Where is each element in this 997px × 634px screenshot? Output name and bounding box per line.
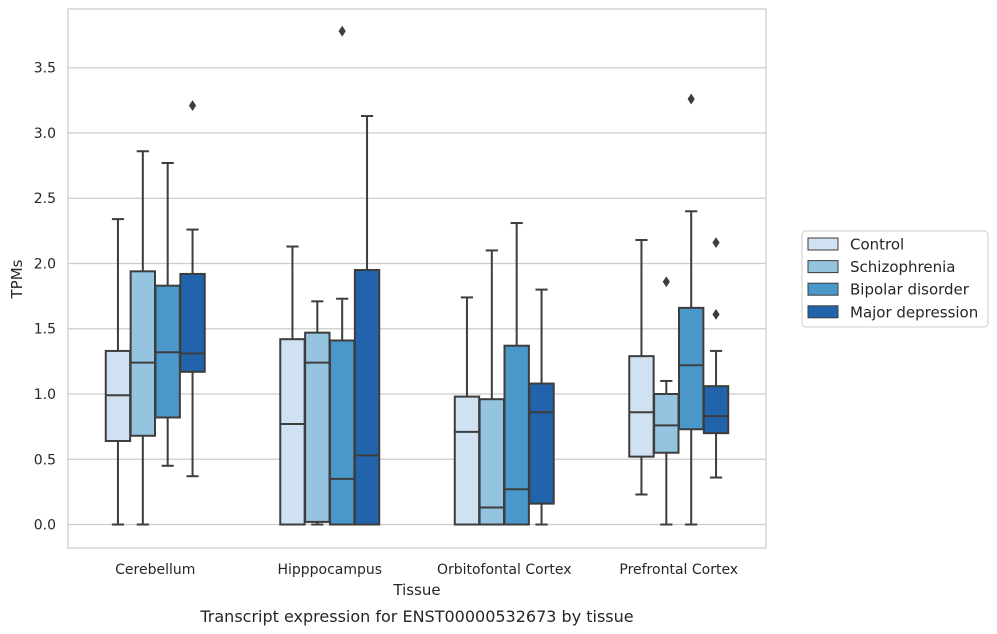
- boxes-layer: [104, 25, 730, 526]
- legend-swatch: [807, 305, 839, 319]
- x-tick-label: Hipppocampus: [277, 562, 382, 578]
- legend-label: Bipolar disorder: [850, 281, 970, 299]
- legend-swatch: [807, 282, 839, 296]
- x-tick-label: Cerebellum: [115, 562, 195, 578]
- box-group: [179, 100, 206, 478]
- y-tick-labels: 0.0 0.5 1.0 1.5 2.0 2.5 3.0 3.5: [34, 61, 56, 534]
- box-body: [702, 385, 730, 435]
- box-group: [677, 93, 705, 526]
- y-tick-label: 0.5: [34, 452, 56, 468]
- legend-label: Major depression: [850, 303, 978, 321]
- x-tick-labels: Cerebellum Hipppocampus Orbitofontal Corte…: [115, 562, 738, 578]
- outlier-point: [712, 237, 720, 249]
- plot-area: [68, 9, 766, 548]
- box-body: [653, 393, 680, 454]
- y-tick-label: 2.0: [34, 256, 56, 272]
- x-tick-label: Orbitofontal Cortex: [437, 562, 572, 578]
- box-group: [453, 296, 481, 526]
- outlier-point: [188, 100, 197, 111]
- legend-label: Schizophrenia: [850, 258, 955, 276]
- box-body: [478, 398, 506, 526]
- box-body: [628, 355, 655, 458]
- box-body: [528, 382, 555, 505]
- legend-swatch: [807, 260, 839, 274]
- box-group: [328, 25, 356, 526]
- y-tick-label: 3.5: [34, 61, 56, 77]
- box-group: [304, 300, 331, 526]
- outlier-point: [712, 308, 720, 320]
- box-body: [677, 306, 705, 431]
- plot-frame: [67, 8, 767, 549]
- outlier-point: [662, 276, 670, 288]
- legend-label: Control: [850, 236, 904, 254]
- chart-caption: Transcript expression for ENST0000053267…: [199, 607, 633, 626]
- box-group: [478, 249, 506, 526]
- box-group: [528, 288, 555, 526]
- box-group: [353, 115, 381, 526]
- box-body: [129, 270, 157, 437]
- outlier-point: [338, 25, 346, 37]
- y-tick-label: 1.0: [34, 387, 56, 403]
- y-tick-label: 3.0: [34, 126, 56, 142]
- x-axis-title: Tissue: [392, 581, 440, 599]
- box-group: [503, 222, 530, 526]
- x-tick-label: Prefrontal Cortex: [619, 562, 738, 578]
- box-body: [453, 395, 481, 526]
- box-group: [279, 245, 306, 526]
- box-group: [702, 237, 730, 479]
- box-group: [628, 239, 655, 496]
- legend-frame: [801, 230, 989, 328]
- box-body: [304, 331, 331, 523]
- y-axis-title: TPMs: [8, 259, 26, 299]
- legend-swatch: [807, 237, 839, 251]
- outlier-point: [687, 93, 695, 105]
- legend: Control Schizophrenia Bipolar disorder Majo…: [801, 230, 989, 328]
- box-body: [279, 338, 306, 526]
- box-body: [353, 269, 381, 526]
- box-body: [179, 272, 206, 373]
- box-body: [503, 344, 530, 526]
- y-tick-label: 2.5: [34, 191, 56, 207]
- y-tick-label: 0.0: [34, 518, 56, 534]
- box-group: [104, 218, 132, 526]
- y-tick-label: 1.5: [34, 322, 56, 338]
- box-body: [328, 339, 356, 526]
- box-group: [129, 150, 157, 526]
